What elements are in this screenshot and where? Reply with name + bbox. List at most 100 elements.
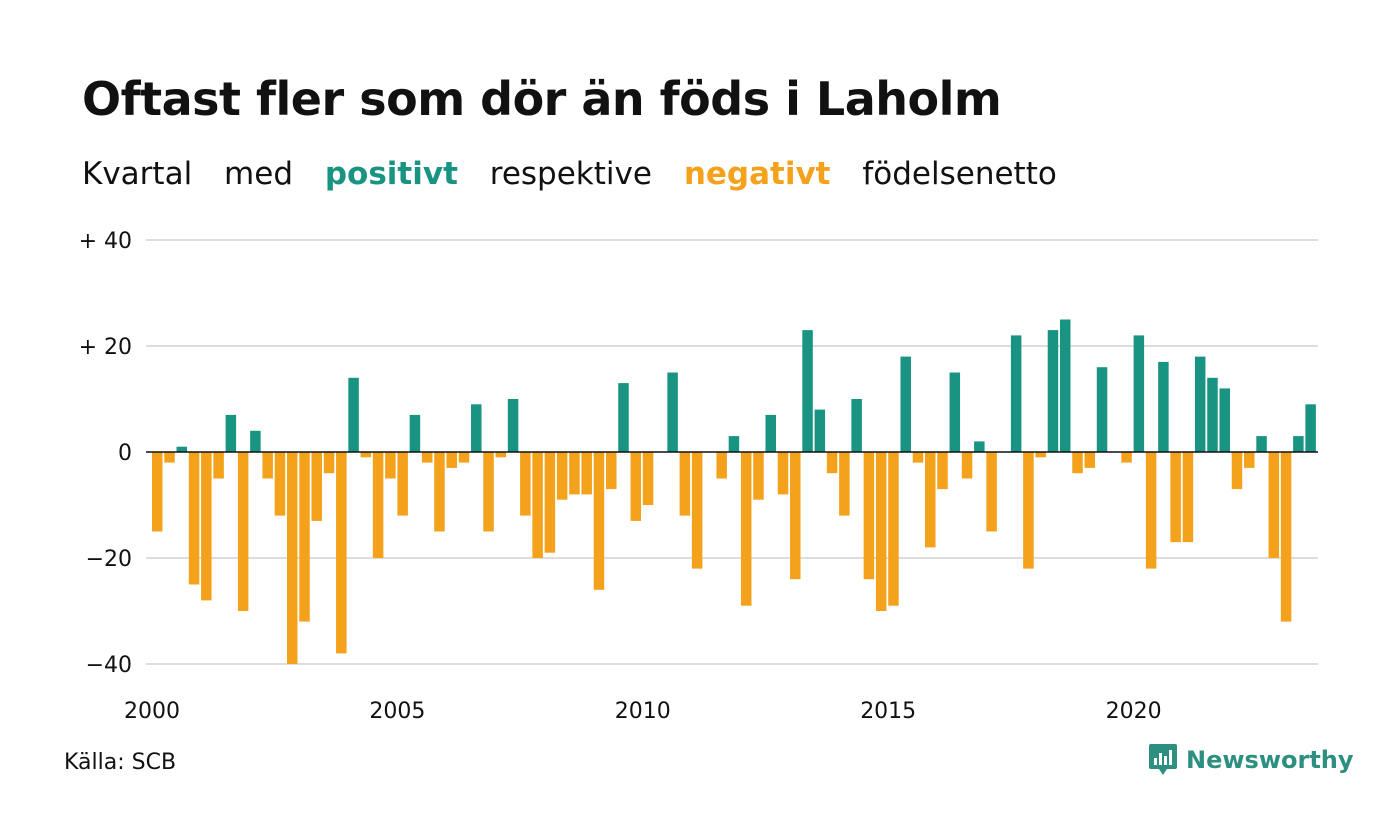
x-tick-label: 2000 xyxy=(124,699,180,724)
bar-positive xyxy=(765,414,776,452)
bar-positive xyxy=(1219,388,1230,452)
bar-negative xyxy=(421,452,433,463)
bar-negative xyxy=(1035,452,1046,458)
bar-negative xyxy=(790,452,801,580)
bar-negative xyxy=(1072,452,1083,474)
bar-positive xyxy=(949,372,961,452)
bar-positive xyxy=(1256,436,1267,452)
bar-positive xyxy=(618,383,629,452)
bar-positive xyxy=(1133,335,1145,452)
x-tick-label: 2020 xyxy=(1106,699,1162,724)
bar-negative xyxy=(740,452,752,606)
subtitle-word: Kvartal xyxy=(82,156,193,192)
bar-negative xyxy=(937,452,948,490)
bar-negative xyxy=(1084,452,1096,468)
bar-positive xyxy=(974,441,985,452)
subtitle-word: respektive xyxy=(489,156,652,192)
bar-positive xyxy=(814,409,826,452)
bar-negative xyxy=(1170,452,1181,543)
bar-negative xyxy=(520,452,531,516)
bar-positive xyxy=(250,430,261,452)
brand-logo: Newsworthy xyxy=(1148,743,1354,777)
brand-name: Newsworthy xyxy=(1186,746,1354,774)
bar-positive xyxy=(176,446,188,452)
bar-negative xyxy=(397,452,408,516)
bar-negative xyxy=(213,452,224,479)
bar-negative xyxy=(1244,452,1255,468)
bar-positive xyxy=(1010,335,1022,452)
bar-positive xyxy=(1293,436,1304,452)
bar-positive xyxy=(507,399,519,452)
bar-positive xyxy=(1194,356,1206,452)
bar-negative xyxy=(912,452,924,463)
bar-negative xyxy=(875,452,887,611)
x-tick-label: 2015 xyxy=(860,699,916,724)
bar-negative xyxy=(1280,452,1292,622)
bar-negative xyxy=(495,452,507,458)
y-tick-label: −40 xyxy=(86,653,132,678)
bar-positive xyxy=(728,436,740,452)
bar-negative xyxy=(679,452,691,516)
chart-title: Oftast fler som dör än föds i Laholm xyxy=(82,72,1002,126)
bar-negative xyxy=(201,452,212,601)
newsworthy-logo-icon xyxy=(1149,744,1177,775)
subtitle-positive-label: positivt xyxy=(324,156,458,192)
bar-negative xyxy=(274,452,286,516)
bar-negative xyxy=(262,452,273,479)
bar-negative xyxy=(544,452,556,553)
y-tick-label: −20 xyxy=(86,547,132,572)
bar-positive xyxy=(667,372,678,452)
bar-negative xyxy=(961,452,973,479)
bar-positive xyxy=(409,414,421,452)
bar-negative xyxy=(164,452,175,463)
bar-positive xyxy=(1096,367,1108,452)
bar-positive xyxy=(1207,377,1218,452)
bar-negative xyxy=(593,452,605,590)
bar-negative xyxy=(323,452,335,474)
bar-negative xyxy=(237,452,249,611)
bar-negative xyxy=(1268,452,1280,558)
bar-negative xyxy=(630,452,642,521)
bar-negative xyxy=(839,452,850,516)
bar-negative xyxy=(483,452,494,532)
bar-negative xyxy=(372,452,384,558)
bar-positive xyxy=(1059,319,1071,452)
bar-negative xyxy=(691,452,703,569)
bar-negative xyxy=(569,452,580,495)
bar-positive xyxy=(471,404,482,452)
bar-positive xyxy=(1158,361,1169,452)
bar-negative xyxy=(1145,452,1157,569)
y-tick-label: + 20 xyxy=(79,335,132,360)
y-tick-label: 0 xyxy=(118,441,132,466)
bar-positive xyxy=(851,399,862,452)
bar-negative xyxy=(1182,452,1194,543)
bar-positive xyxy=(1047,330,1059,452)
bar-negative xyxy=(152,452,163,532)
bar-negative xyxy=(385,452,396,479)
bar-negative xyxy=(1121,452,1132,463)
bar-negative xyxy=(753,452,764,500)
bar-negative xyxy=(286,452,298,664)
bar-negative xyxy=(458,452,470,463)
bar-negative xyxy=(581,452,592,495)
bar-negative xyxy=(777,452,789,495)
bar-positive xyxy=(802,330,813,452)
bar-negative xyxy=(605,452,617,490)
bar-negative xyxy=(986,452,997,532)
bar-negative xyxy=(360,452,372,458)
bar-negative xyxy=(336,452,347,654)
bar-negative xyxy=(863,452,875,580)
bar-positive xyxy=(225,414,237,452)
subtitle-negative-label: negativt xyxy=(683,156,831,192)
y-tick-label: + 40 xyxy=(79,229,132,254)
subtitle-word: födelsenetto xyxy=(862,156,1057,192)
bar-negative xyxy=(299,452,310,622)
bar-negative xyxy=(925,452,936,548)
bar-negative xyxy=(1231,452,1243,490)
bar-negative xyxy=(434,452,445,532)
subtitle-word: med xyxy=(224,156,293,192)
x-tick-label: 2005 xyxy=(369,699,425,724)
bar-negative xyxy=(556,452,568,500)
